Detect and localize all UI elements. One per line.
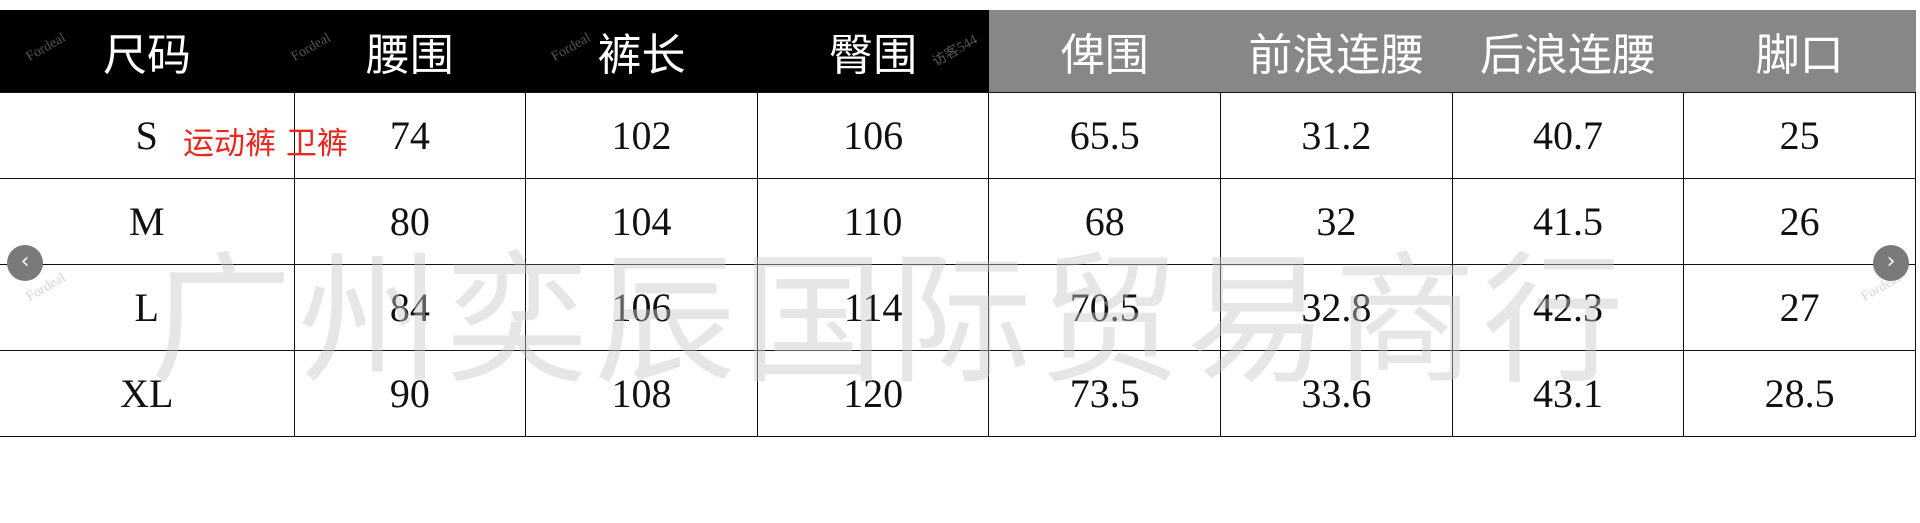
value-cell: 80 bbox=[293, 178, 527, 265]
value-cell: 110 bbox=[756, 178, 990, 265]
header-length: 裤长 bbox=[525, 10, 758, 93]
value-cell: 106 bbox=[525, 264, 758, 351]
value-cell: 32 bbox=[1220, 178, 1453, 265]
value-cell: 102 bbox=[525, 92, 758, 179]
prev-button[interactable]: ‹ bbox=[7, 245, 43, 281]
value-cell: 33.6 bbox=[1220, 350, 1453, 437]
next-button[interactable]: › bbox=[1873, 245, 1909, 281]
value-cell: 28.5 bbox=[1683, 350, 1916, 437]
value-cell: 68 bbox=[988, 178, 1222, 265]
header-size: 尺码 bbox=[0, 10, 294, 93]
value-cell: 108 bbox=[525, 350, 758, 437]
value-cell: 65.5 bbox=[988, 92, 1222, 179]
value-cell: 120 bbox=[756, 350, 990, 437]
table-row: M 80 104 110 68 32 41.5 26 bbox=[0, 178, 1916, 265]
size-cell: M bbox=[0, 178, 295, 265]
value-cell: 41.5 bbox=[1451, 178, 1685, 265]
value-cell: 73.5 bbox=[988, 350, 1222, 437]
value-cell: 84 bbox=[293, 264, 527, 351]
value-cell: 90 bbox=[293, 350, 527, 437]
table-row: XL 90 108 120 73.5 33.6 43.1 28.5 bbox=[0, 350, 1916, 437]
size-cell: S bbox=[0, 92, 295, 179]
value-cell: 25 bbox=[1683, 92, 1916, 179]
header-back-rise: 后浪连腰 bbox=[1452, 10, 1684, 93]
value-cell: 31.2 bbox=[1220, 92, 1453, 179]
size-chart-table: 尺码 腰围 裤长 臀围 俾围 前浪连腰 后浪连腰 脚口 S 74 102 106 65.… bbox=[0, 10, 1916, 437]
header-thigh: 俾围 bbox=[988, 10, 1221, 93]
value-cell: 104 bbox=[525, 178, 758, 265]
product-note: 运动裤 卫裤 bbox=[183, 126, 348, 162]
value-cell: 74 bbox=[293, 92, 527, 179]
size-cell: L bbox=[0, 264, 295, 351]
header-front-rise: 前浪连腰 bbox=[1220, 10, 1453, 93]
value-cell: 114 bbox=[756, 264, 990, 351]
chevron-right-icon: › bbox=[1886, 249, 1896, 274]
size-cell: XL bbox=[0, 350, 295, 437]
value-cell: 40.7 bbox=[1451, 92, 1685, 179]
value-cell: 106 bbox=[756, 92, 990, 179]
value-cell: 32.8 bbox=[1220, 264, 1453, 351]
value-cell: 43.1 bbox=[1451, 350, 1685, 437]
table-row: S 74 102 106 65.5 31.2 40.7 25 bbox=[0, 92, 1916, 179]
chevron-left-icon: ‹ bbox=[20, 249, 30, 274]
header-row: 尺码 腰围 裤长 臀围 俾围 前浪连腰 后浪连腰 脚口 bbox=[0, 10, 1916, 93]
value-cell: 42.3 bbox=[1451, 264, 1685, 351]
value-cell: 70.5 bbox=[988, 264, 1222, 351]
table-row: L 84 106 114 70.5 32.8 42.3 27 bbox=[0, 264, 1916, 351]
value-cell: 27 bbox=[1683, 264, 1916, 351]
header-leg-opening: 脚口 bbox=[1683, 10, 1916, 93]
header-waist: 腰围 bbox=[294, 10, 526, 93]
header-hip: 臀围 bbox=[757, 10, 989, 93]
